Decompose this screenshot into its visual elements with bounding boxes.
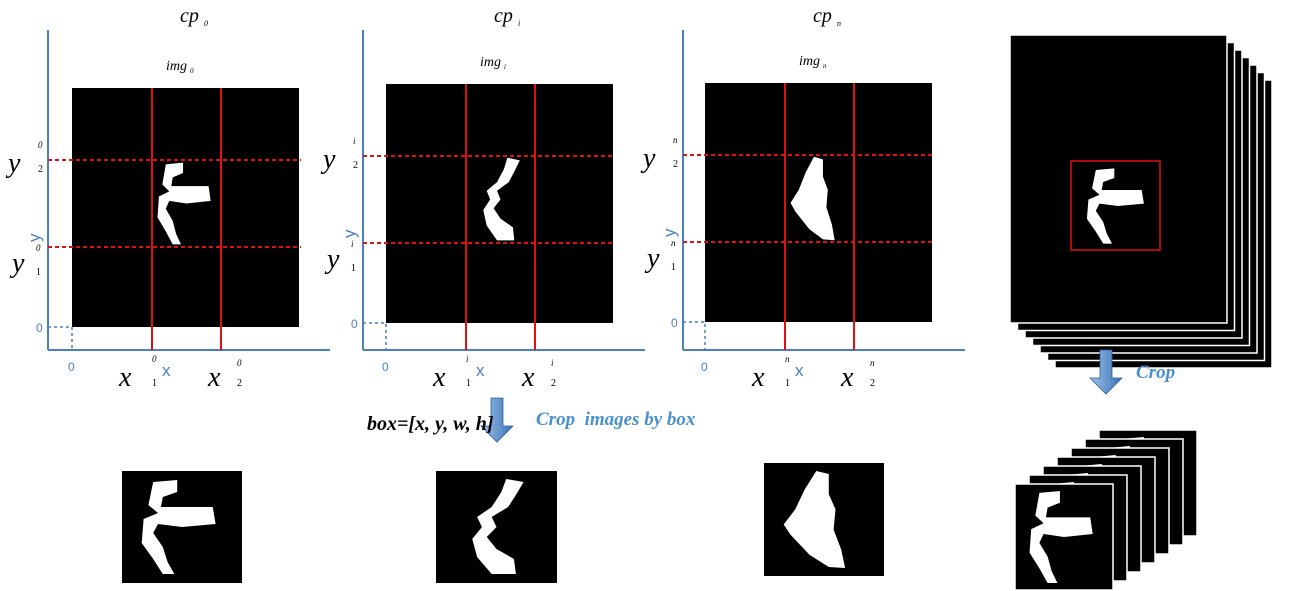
x2-sup: i (551, 358, 554, 368)
origin-x-label: 0 (68, 360, 75, 374)
y2-sub: 2 (38, 164, 43, 175)
x2-sub: 2 (870, 378, 875, 389)
y1-sup: i (351, 239, 354, 249)
x2-sub: 2 (551, 378, 556, 389)
x1-sub: 1 (785, 378, 790, 389)
x1-sup: n (785, 354, 790, 364)
y-axis-label: y (660, 228, 679, 237)
x2-sup: 0 (237, 358, 242, 368)
y2-sup: 0 (38, 140, 43, 150)
y2-sub: 2 (353, 160, 358, 171)
origin-y-label: 0 (351, 317, 358, 331)
x1-sub: 1 (152, 378, 157, 389)
cp-index: 0 (204, 19, 208, 28)
img-label: img (480, 55, 501, 70)
y1-sub: 1 (351, 263, 356, 274)
y1-sup: n (671, 238, 676, 248)
x1-label: x (751, 362, 765, 393)
y1-sub: 1 (671, 262, 676, 273)
y2-sub: 2 (673, 159, 678, 170)
origin-x-label: 0 (701, 360, 708, 374)
img-label: img (166, 59, 187, 74)
cp-index: i (518, 19, 520, 28)
origin-x-label: 0 (382, 360, 389, 374)
image (72, 88, 299, 327)
x1-label: x (118, 362, 132, 393)
y-axis-label: y (25, 233, 44, 242)
cp-label: cp (813, 5, 832, 27)
origin-guide (48, 327, 72, 350)
x1-sub: 1 (466, 378, 471, 389)
origin-guide (363, 323, 386, 350)
y1-sub: 1 (36, 267, 41, 278)
origin-y-label: 0 (671, 316, 678, 330)
y1-label: y (9, 248, 25, 279)
x-axis-label: x (795, 361, 804, 380)
x1-label: x (432, 362, 446, 393)
y2-label: y (640, 143, 656, 174)
x-axis-label: x (162, 361, 171, 380)
frame (1010, 35, 1227, 323)
y1-label: y (644, 243, 660, 274)
cp-label: cp (180, 5, 199, 27)
y2-sup: i (353, 136, 356, 146)
x1-sup: i (466, 354, 469, 364)
image (386, 84, 613, 323)
img-index: n (823, 62, 827, 70)
cp-index: n (837, 19, 841, 28)
box-label: box=[x, y, w, h] (367, 413, 494, 435)
crop-label: Crop (1136, 362, 1175, 383)
img-label: img (799, 54, 820, 69)
x2-label: x (840, 362, 854, 393)
x2-sub: 2 (237, 378, 242, 389)
y-axis-label: y (340, 229, 359, 238)
cp-label: cp (494, 5, 513, 27)
x-axis-label: x (476, 361, 485, 380)
origin-y-label: 0 (36, 321, 43, 335)
x2-label: x (207, 362, 221, 393)
y2-label: y (320, 144, 336, 175)
img-index: i (504, 63, 506, 71)
img-index: 0 (190, 67, 194, 75)
diagram: cp0img0y02y01y00x01xx02cpiimgiyi2yi1y00x… (0, 0, 1292, 591)
x2-sup: n (870, 358, 875, 368)
y1-label: y (324, 244, 340, 275)
y2-sup: n (673, 135, 678, 145)
y1-sup: 0 (36, 243, 41, 253)
x1-sup: 0 (152, 354, 157, 364)
x2-label: x (521, 362, 535, 393)
origin-guide (683, 322, 705, 350)
crop-by-box-label: Crop images by box (536, 409, 696, 430)
y2-label: y (5, 148, 21, 179)
